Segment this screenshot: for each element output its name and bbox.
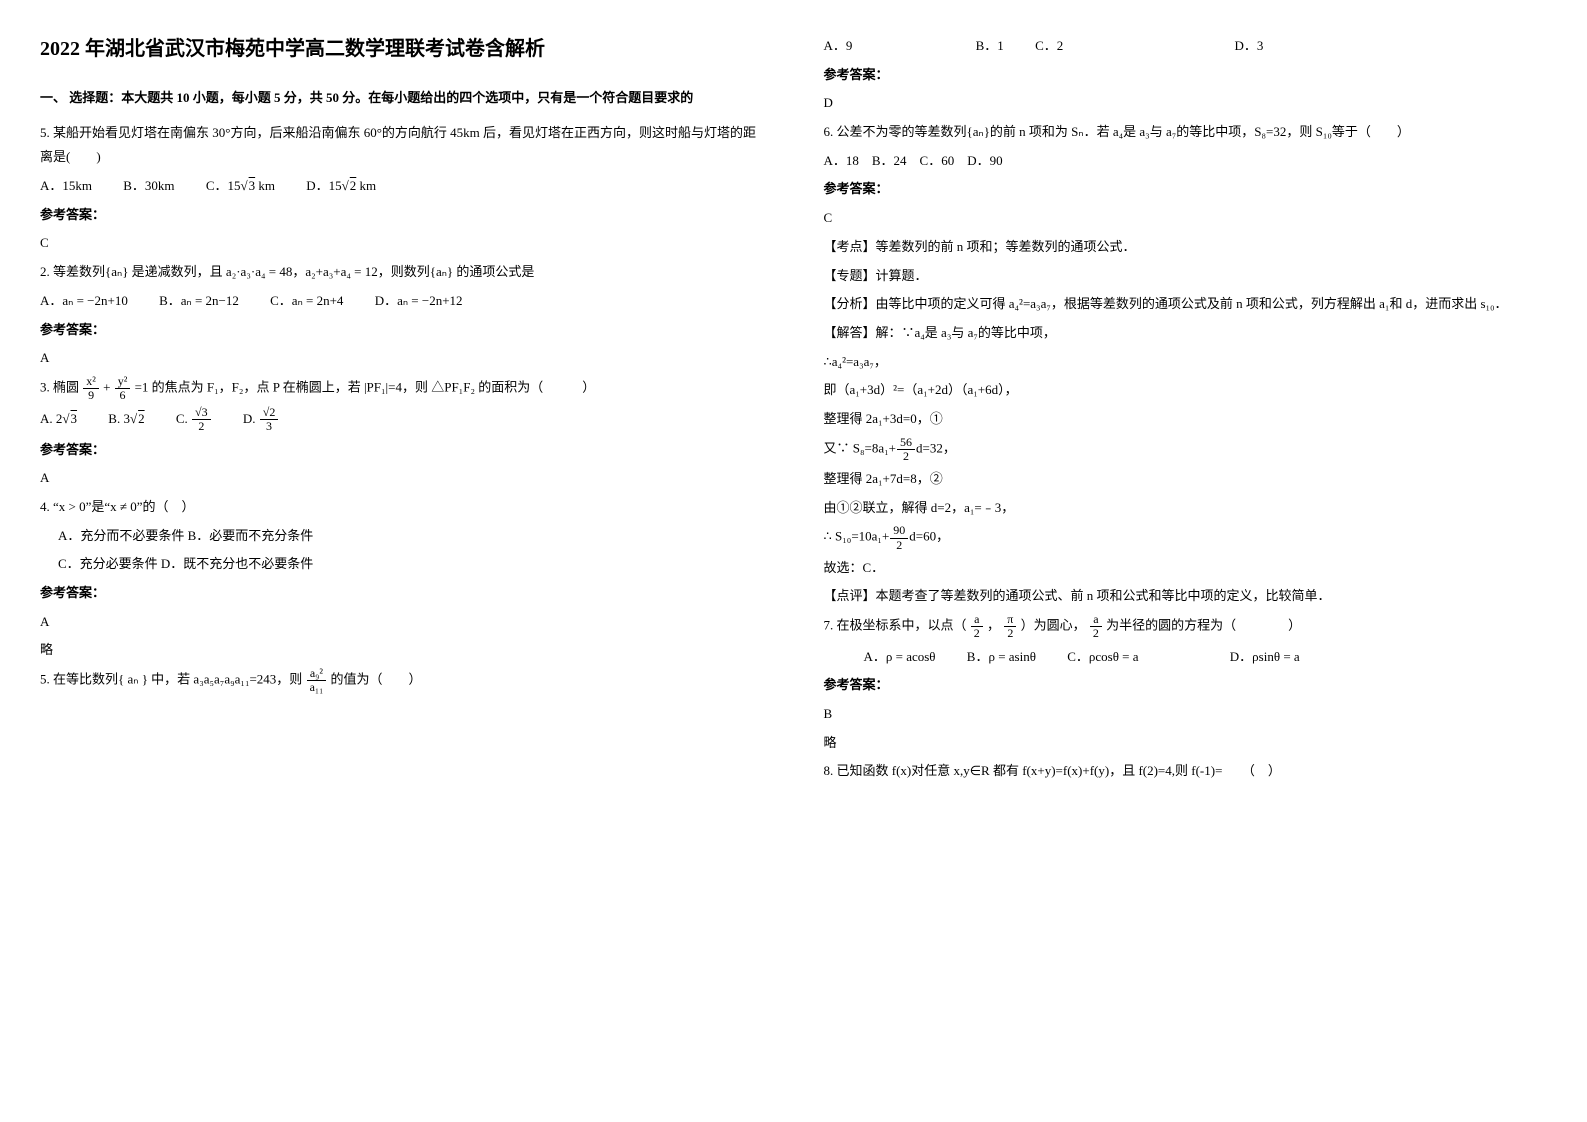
q6-step: 由①②联立，解得 d=2，a₁=﹣3， [824, 496, 1548, 521]
q3-opt-b: B. 32 [108, 411, 144, 426]
q5b-answer: D [824, 91, 1548, 116]
q4-opt-b: B．必要而不充分条件 [188, 528, 314, 543]
question-5b: 5. 在等比数列{ aₙ } 中，若 a₃a₅a₇a₉a₁₁=243，则 a₉²… [40, 667, 764, 694]
q-number: 5. [40, 125, 50, 140]
question-4: 4. “x > 0”是“x ≠ 0”的（ ） [40, 495, 764, 520]
q2-opt-a: A．aₙ = −2n+10 [40, 293, 128, 308]
q5-opt-a: A．15km [40, 178, 92, 193]
q6-exp-dp: 【点评】本题考查了等差数列的通项公式、前 n 项和公式和等比中项的定义，比较简单… [824, 584, 1548, 609]
q6-step: ∴ S₁₀=10a₁+902d=60， [824, 524, 1548, 551]
q2-opt-b: B．aₙ = 2n−12 [159, 293, 239, 308]
q-number: 8. [824, 763, 834, 778]
q-number: 3. [40, 380, 50, 395]
q7-note: 略 [824, 731, 1548, 756]
q7-opt-b: B．ρ = asinθ [967, 649, 1036, 664]
answer-label: 参考答案： [824, 177, 1548, 202]
question-5: 5. 某船开始看见灯塔在南偏东 30°方向，后来船沿南偏东 60°的方向航行 4… [40, 121, 764, 170]
fraction: a₉²a₁₁ [307, 667, 327, 694]
q3-opt-d: D. √23 [243, 411, 279, 426]
answer-label: 参考答案： [40, 581, 764, 606]
q-number: 7. [824, 618, 834, 633]
fraction: y²6 [115, 375, 131, 402]
q5-options: A．15km B．30km C．153 km D．152 km [40, 174, 764, 199]
q4-opt-a: A．充分而不必要条件 [58, 528, 184, 543]
q3-opt-c: C. √32 [176, 411, 212, 426]
q4-opt-c: C．充分必要条件 [58, 556, 158, 571]
q6-exp-fx: 【分析】由等比中项的定义可得 a₄²=a₃a₇，根据等差数列的通项公式及前 n … [824, 292, 1548, 317]
q-text: 已知函数 f(x)对任意 x,y∈R 都有 f(x+y)=f(x)+f(y)，且… [833, 763, 1281, 778]
q6-exp-kd: 【考点】等差数列的前 n 项和；等差数列的通项公式． [824, 235, 1548, 260]
q7-opt-c: C．ρcosθ = a [1067, 649, 1138, 664]
q6-step: ∴a₄²=a₃a₇， [824, 350, 1548, 375]
q2-options: A．aₙ = −2n+10 B．aₙ = 2n−12 C．aₙ = 2n+4 D… [40, 289, 764, 314]
q7-answer: B [824, 702, 1548, 727]
page-title: 2022 年湖北省武汉市梅苑中学高二数学理联考试卷含解析 [40, 30, 764, 68]
q5-answer: C [40, 231, 764, 256]
q6-step: 即（a₁+3d）²=（a₁+2d）（a₁+6d）， [824, 378, 1548, 403]
q7-opt-a: A．ρ = acosθ [864, 649, 936, 664]
q5-opt-d: D．152 km [306, 178, 376, 193]
q6-options: A．18 B．24 C．60 D．90 [824, 149, 1548, 174]
q3-opt-a: A. 23 [40, 411, 77, 426]
opt-a: A．9 [824, 38, 853, 53]
q4-options-row1: A．充分而不必要条件 B．必要而不充分条件 [40, 524, 764, 549]
q5-opt-b: B．30km [123, 178, 174, 193]
question-7: 7. 在极坐标系中，以点（ a2 ， π2 ）为圆心， a2 为半径的圆的方程为… [824, 613, 1548, 640]
answer-label: 参考答案： [40, 438, 764, 463]
q-text: 公差不为零的等差数列{aₙ}的前 n 项和为 Sₙ．若 a₄是 a₃与 a₇的等… [833, 124, 1410, 139]
q6-step: 故选：C． [824, 556, 1548, 581]
q2-opt-d: D．aₙ = −2n+12 [375, 293, 463, 308]
q4-options-row2: C．充分必要条件 D．既不充分也不必要条件 [40, 552, 764, 577]
q-text: 某船开始看见灯塔在南偏东 30°方向，后来船沿南偏东 60°的方向航行 45km… [40, 125, 756, 165]
answer-label: 参考答案： [40, 318, 764, 343]
q3-answer: A [40, 466, 764, 491]
q2-opt-c: C．aₙ = 2n+4 [270, 293, 343, 308]
q4-answer-note: 略 [40, 638, 764, 663]
q7-options: A．ρ = acosθ B．ρ = asinθ C．ρcosθ = a D．ρs… [824, 645, 1548, 670]
q-text: “x > 0”是“x ≠ 0”的（ ） [50, 499, 195, 514]
answer-label: 参考答案： [824, 63, 1548, 88]
q-number: 4. [40, 499, 50, 514]
opt-b: B．1 [976, 38, 1004, 53]
question-2: 2. 等差数列{aₙ} 是递减数列，且 a₂·a₃·a₄ = 48，a₂+a₃+… [40, 260, 764, 285]
answer-label: 参考答案： [40, 203, 764, 228]
q7-opt-d: D．ρsinθ = a [1230, 649, 1300, 664]
q4-opt-d: D．既不充分也不必要条件 [161, 556, 313, 571]
q6-exp-zt: 【专题】计算题． [824, 264, 1548, 289]
q-number: 6. [824, 124, 834, 139]
section-heading: 一、 选择题：本大题共 10 小题，每小题 5 分，共 50 分。在每小题给出的… [40, 86, 764, 111]
q-text: 等差数列{aₙ} 是递减数列，且 a₂·a₃·a₄ = 48，a₂+a₃+a₄ … [50, 264, 535, 279]
q5b-options: A．9 B．1 C．2 D．3 [824, 34, 1548, 59]
q6-step: 又∵ S₈=8a₁+562d=32， [824, 436, 1548, 463]
q-number: 2. [40, 264, 50, 279]
q6-exp-jd: 【解答】解：∵a₄是 a₃与 a₇的等比中项， [824, 321, 1548, 346]
question-6: 6. 公差不为零的等差数列{aₙ}的前 n 项和为 Sₙ．若 a₄是 a₃与 a… [824, 120, 1548, 145]
q-number: 5. [40, 672, 50, 687]
opt-d: D．3 [1234, 38, 1263, 53]
q2-answer: A [40, 346, 764, 371]
q6-step: 整理得 2a₁+7d=8，② [824, 467, 1548, 492]
opt-c: C．2 [1035, 38, 1063, 53]
fraction: x²9 [83, 375, 99, 402]
answer-label: 参考答案： [824, 673, 1548, 698]
q4-answer: A [40, 610, 764, 635]
q6-step: 整理得 2a₁+3d=0，① [824, 407, 1548, 432]
q5-opt-c: C．153 km [206, 178, 275, 193]
question-8: 8. 已知函数 f(x)对任意 x,y∈R 都有 f(x+y)=f(x)+f(y… [824, 759, 1548, 784]
q3-options: A. 23 B. 32 C. √32 D. √23 [40, 406, 764, 433]
q6-answer: C [824, 206, 1548, 231]
question-3: 3. 椭圆 x²9 + y²6 =1 的焦点为 F₁，F₂，点 P 在椭圆上，若… [40, 375, 764, 402]
